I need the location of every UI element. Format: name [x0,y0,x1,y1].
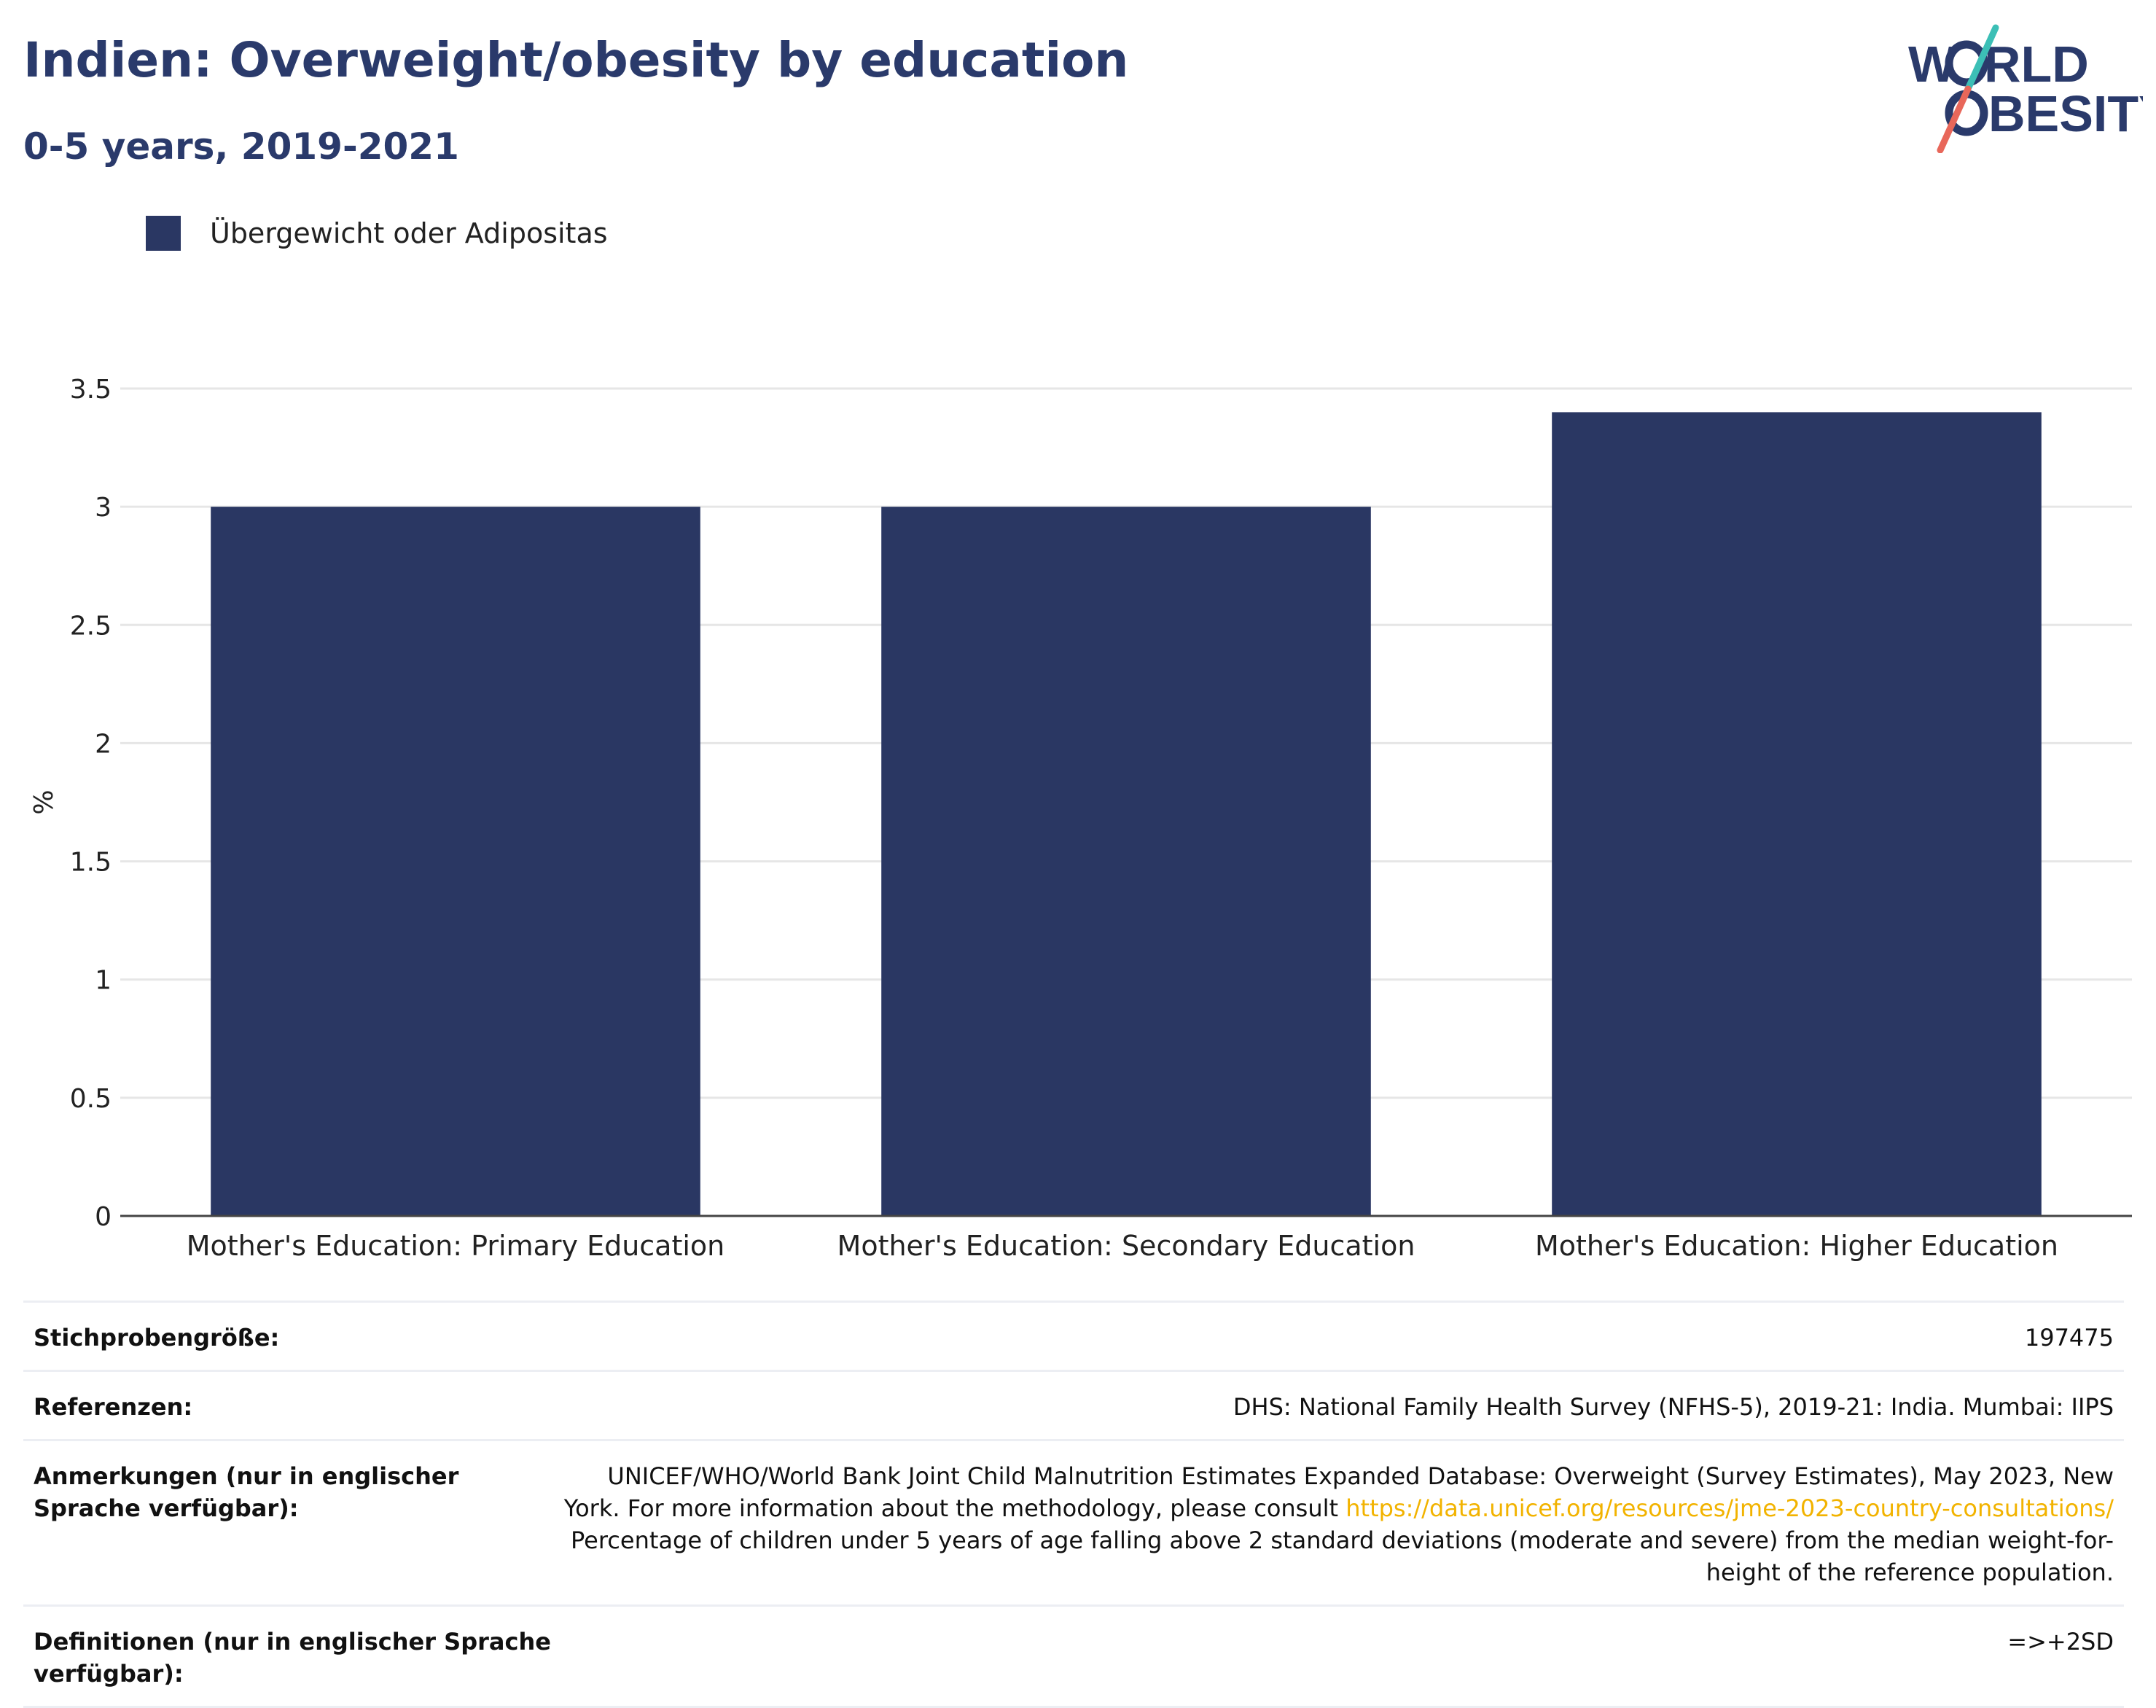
logo-o-world [1945,40,1988,87]
x-tick-label: Mother's Education: Higher Education [1535,1230,2058,1262]
info-row-definitions: Definitionen (nur in englischer Sprache … [23,1604,2124,1708]
world-obesity-logo: W RLD BESITY [1908,24,2143,153]
notes-label: Anmerkungen (nur in englischer Sprache v… [34,1462,459,1522]
bar [211,507,700,1216]
chart-title: Indien: Overweight/obesity by education [23,32,1129,88]
logo-slash-bottom [1937,85,1972,153]
references-label: Referenzen: [34,1393,193,1421]
x-tick-label: Mother's Education: Primary Education [187,1230,725,1262]
logo-text-world-rest: RLD [1984,36,2089,93]
x-tick-label: Mother's Education: Secondary Education [837,1230,1415,1262]
legend-label: Übergewicht oder Adipositas [210,217,608,249]
y-tick-label: 0 [95,1202,112,1232]
notes-text-2: Percentage of children under 5 years of … [571,1526,2114,1586]
y-tick-label: 0.5 [70,1084,112,1114]
info-table: Stichprobengröße: 197475 Referenzen: DHS… [23,1301,2124,1708]
y-tick-label: 3 [95,493,112,523]
legend-swatch [146,216,181,251]
y-tick-label: 1.5 [70,848,112,878]
info-row-notes: Anmerkungen (nur in englischer Sprache v… [23,1439,2124,1604]
sample-size-label: Stichprobengröße: [34,1324,280,1352]
y-tick-label: 2.5 [70,611,112,641]
bar [881,507,1371,1216]
logo-slash-top [1964,24,1999,93]
y-tick-label: 2 [95,729,112,759]
notes-text-1: UNICEF/WHO/World Bank Joint Child Malnut… [563,1462,2114,1522]
references-value: DHS: National Family Health Survey (NFHS… [1233,1393,2114,1421]
legend[interactable]: Übergewicht oder Adipositas [146,216,608,251]
info-row-references: Referenzen: DHS: National Family Health … [23,1370,2124,1439]
definitions-label: Definitionen (nur in englischer Sprache … [34,1628,551,1688]
chart-subtitle: 0-5 years, 2019-2021 [23,125,459,168]
y-tick-label: 3.5 [70,375,112,405]
bar [1552,412,2042,1216]
sample-size-value: 197475 [2024,1324,2114,1352]
notes-value: UNICEF/WHO/World Bank Joint Child Malnut… [558,1460,2114,1588]
info-row-sample-size: Stichprobengröße: 197475 [23,1301,2124,1370]
logo-text-obesity: BESITY [1988,85,2143,142]
y-tick-label: 1 [95,966,112,996]
bar-chart: 0 0.5 1 1.5 2 2.5 3 3.5% Mother's Education: Pri… [29,375,2132,1262]
y-axis-label: % [29,789,59,814]
notes-link[interactable]: https://data.unicef.org/resources/jme-20… [1345,1494,2114,1522]
definitions-value: =>+2SD [2007,1628,2114,1656]
